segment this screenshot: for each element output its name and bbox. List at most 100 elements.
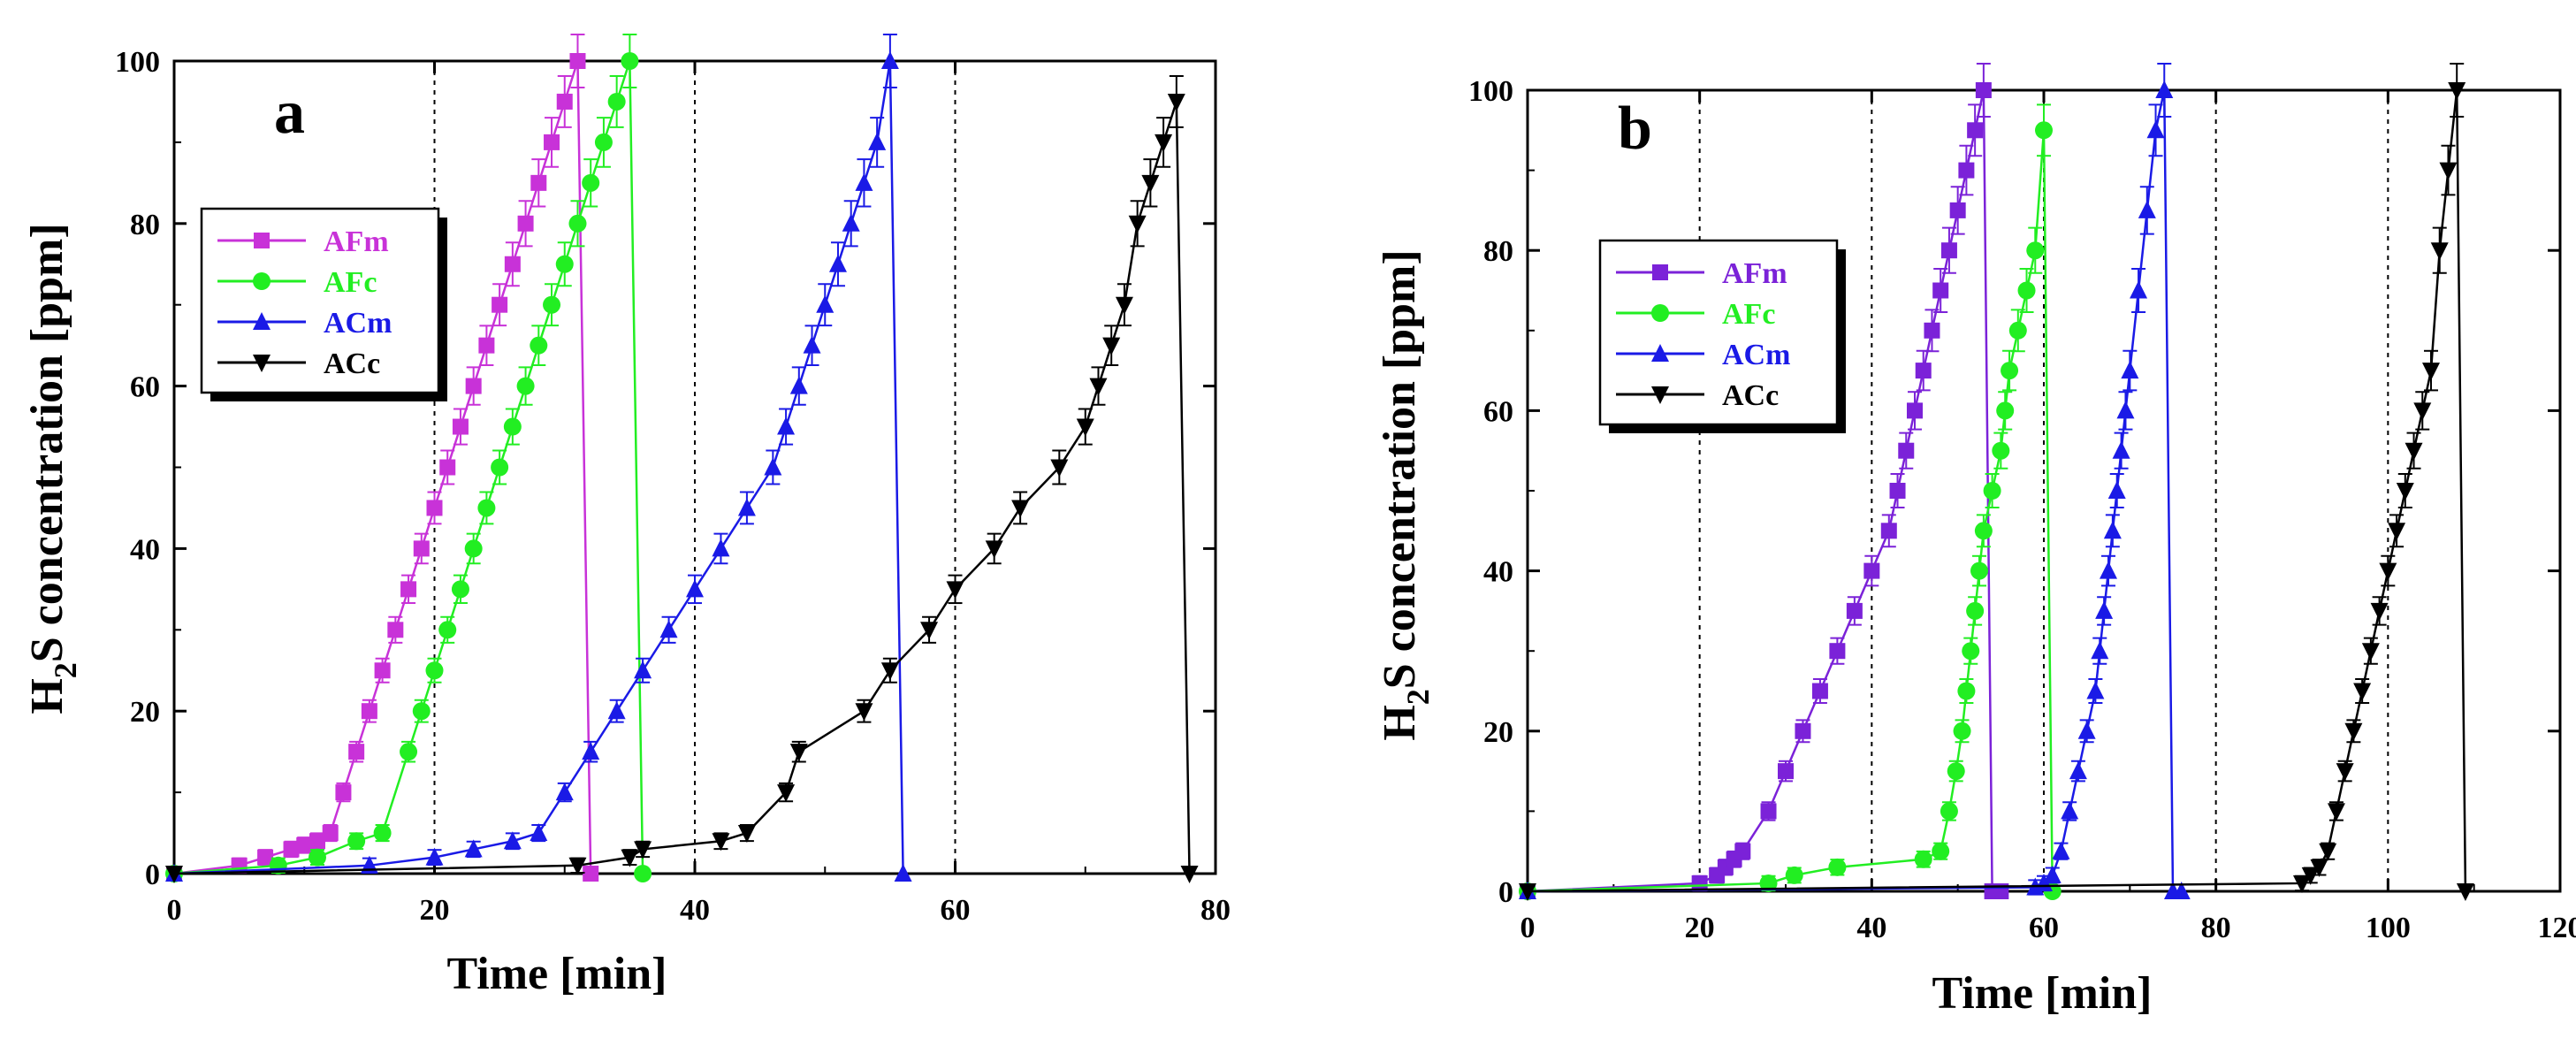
legend-marker-AFc	[1651, 304, 1669, 322]
data-point-ACc	[568, 857, 587, 875]
data-point-AFm	[1811, 683, 1828, 699]
data-point-AFc	[2026, 241, 2045, 260]
data-point-AFm	[439, 459, 456, 476]
y-tick-label: 20	[1483, 716, 1513, 749]
data-point-ACc	[777, 784, 796, 803]
y-axis-label: H2S concentration [ppm]	[22, 223, 83, 714]
data-point-AFc	[491, 458, 509, 477]
data-point-ACm	[2103, 521, 2122, 539]
data-point-AFc	[425, 661, 444, 680]
data-point-AFm	[296, 836, 313, 853]
data-point-ACm	[2052, 841, 2070, 859]
legend: AFm AFc ACm ACc	[1598, 239, 1846, 433]
data-point-AFm	[478, 337, 495, 354]
data-point-AFc	[2017, 281, 2036, 300]
data-point-AFm	[1940, 242, 1957, 259]
data-point-ACc	[1519, 883, 1536, 901]
data-point-ACc	[2448, 82, 2466, 100]
data-point-AFc	[607, 92, 626, 111]
x-axis-label: Time [min]	[1932, 968, 2153, 1019]
data-point-ACm	[2146, 120, 2165, 139]
data-point-ACc	[2405, 442, 2423, 461]
data-point-AFc	[530, 336, 548, 355]
data-point-ACm	[582, 742, 600, 760]
data-point-AFc	[464, 539, 483, 558]
data-point-ACm	[894, 864, 912, 882]
data-point-ACm	[712, 538, 730, 557]
data-point-AFm	[452, 418, 469, 435]
data-point-AFm	[387, 622, 404, 638]
series-AFm	[166, 34, 599, 882]
data-point-ACc	[2310, 859, 2328, 877]
data-point-AFm	[1958, 162, 1975, 179]
data-point-ACc	[1155, 134, 1173, 152]
data-point-AFm	[1778, 763, 1794, 780]
data-point-AFm	[1898, 442, 1915, 459]
data-point-ACc	[2439, 162, 2458, 180]
data-point-ACm	[816, 294, 835, 313]
data-point-AFc	[1932, 842, 1950, 860]
x-axis-label: Time [min]	[447, 949, 667, 999]
data-point-AFm	[1795, 722, 1811, 739]
legend-label-AFm: AFm	[1722, 257, 1787, 290]
data-point-AFc	[1914, 850, 1932, 868]
data-point-ACm	[2069, 761, 2087, 780]
data-point-AFm	[361, 703, 377, 720]
data-point-AFc	[594, 133, 613, 151]
legend-label-ACm: ACm	[1722, 339, 1790, 371]
data-point-AFc	[1970, 561, 1988, 580]
legend-label-ACm: ACm	[324, 307, 392, 340]
legend-marker-AFm	[1652, 264, 1668, 280]
legend-marker-ACm	[253, 312, 271, 330]
data-point-ACm	[803, 335, 821, 354]
y-tick-label: 60	[130, 371, 160, 404]
data-point-AFm	[400, 581, 417, 598]
legend-label-ACc: ACc	[1722, 379, 1779, 412]
data-point-ACc	[2413, 402, 2432, 421]
data-point-AFm	[283, 841, 300, 858]
data-point-AFc	[1962, 642, 1980, 661]
legend-marker-AFm	[254, 233, 270, 248]
data-point-AFm	[530, 174, 547, 191]
data-point-ACc	[1128, 215, 1147, 233]
data-point-ACc	[737, 825, 756, 844]
data-point-AFm	[1760, 803, 1777, 820]
data-point-AFc	[634, 865, 652, 882]
x-tick-label: 80	[2201, 912, 2231, 944]
data-point-ACm	[2077, 721, 2096, 739]
data-point-AFc	[347, 832, 366, 851]
data-point-ACc	[634, 841, 652, 859]
data-point-AFm	[1846, 602, 1863, 619]
data-point-ACc	[712, 833, 730, 852]
legend-box	[200, 207, 440, 394]
data-point-AFm	[492, 296, 508, 313]
data-point-ACm	[2107, 481, 2126, 499]
y-tick-label: 40	[1483, 556, 1513, 589]
data-point-ACm	[855, 172, 873, 191]
data-point-AFc	[451, 580, 469, 599]
data-point-ACc	[1076, 418, 1094, 437]
x-tick-label: 60	[941, 894, 971, 927]
data-point-AFm	[426, 500, 443, 516]
y-tick-label: 100	[1468, 75, 1513, 108]
data-point-AFc	[2001, 362, 2019, 380]
data-point-AFc	[1785, 866, 1803, 884]
data-point-ACc	[1167, 93, 1185, 111]
data-point-AFm	[309, 833, 325, 850]
data-point-ACc	[165, 866, 183, 883]
data-point-AFc	[582, 173, 600, 192]
x-tick-label: 60	[2029, 912, 2059, 944]
data-point-AFc	[568, 214, 587, 233]
series-AFm	[1520, 63, 2009, 899]
data-point-ACc	[946, 581, 964, 600]
y-axis-label: H2S concentration [ppm]	[1375, 249, 1436, 740]
y-tick-label: 60	[1483, 395, 1513, 428]
data-point-ACm	[464, 839, 483, 858]
data-point-AFm	[544, 134, 560, 150]
data-point-ACm	[2138, 200, 2156, 218]
data-point-AFm	[1863, 562, 1880, 579]
data-point-ACm	[686, 579, 704, 598]
data-point-ACm	[2061, 801, 2079, 820]
data-point-AFc	[308, 848, 326, 867]
